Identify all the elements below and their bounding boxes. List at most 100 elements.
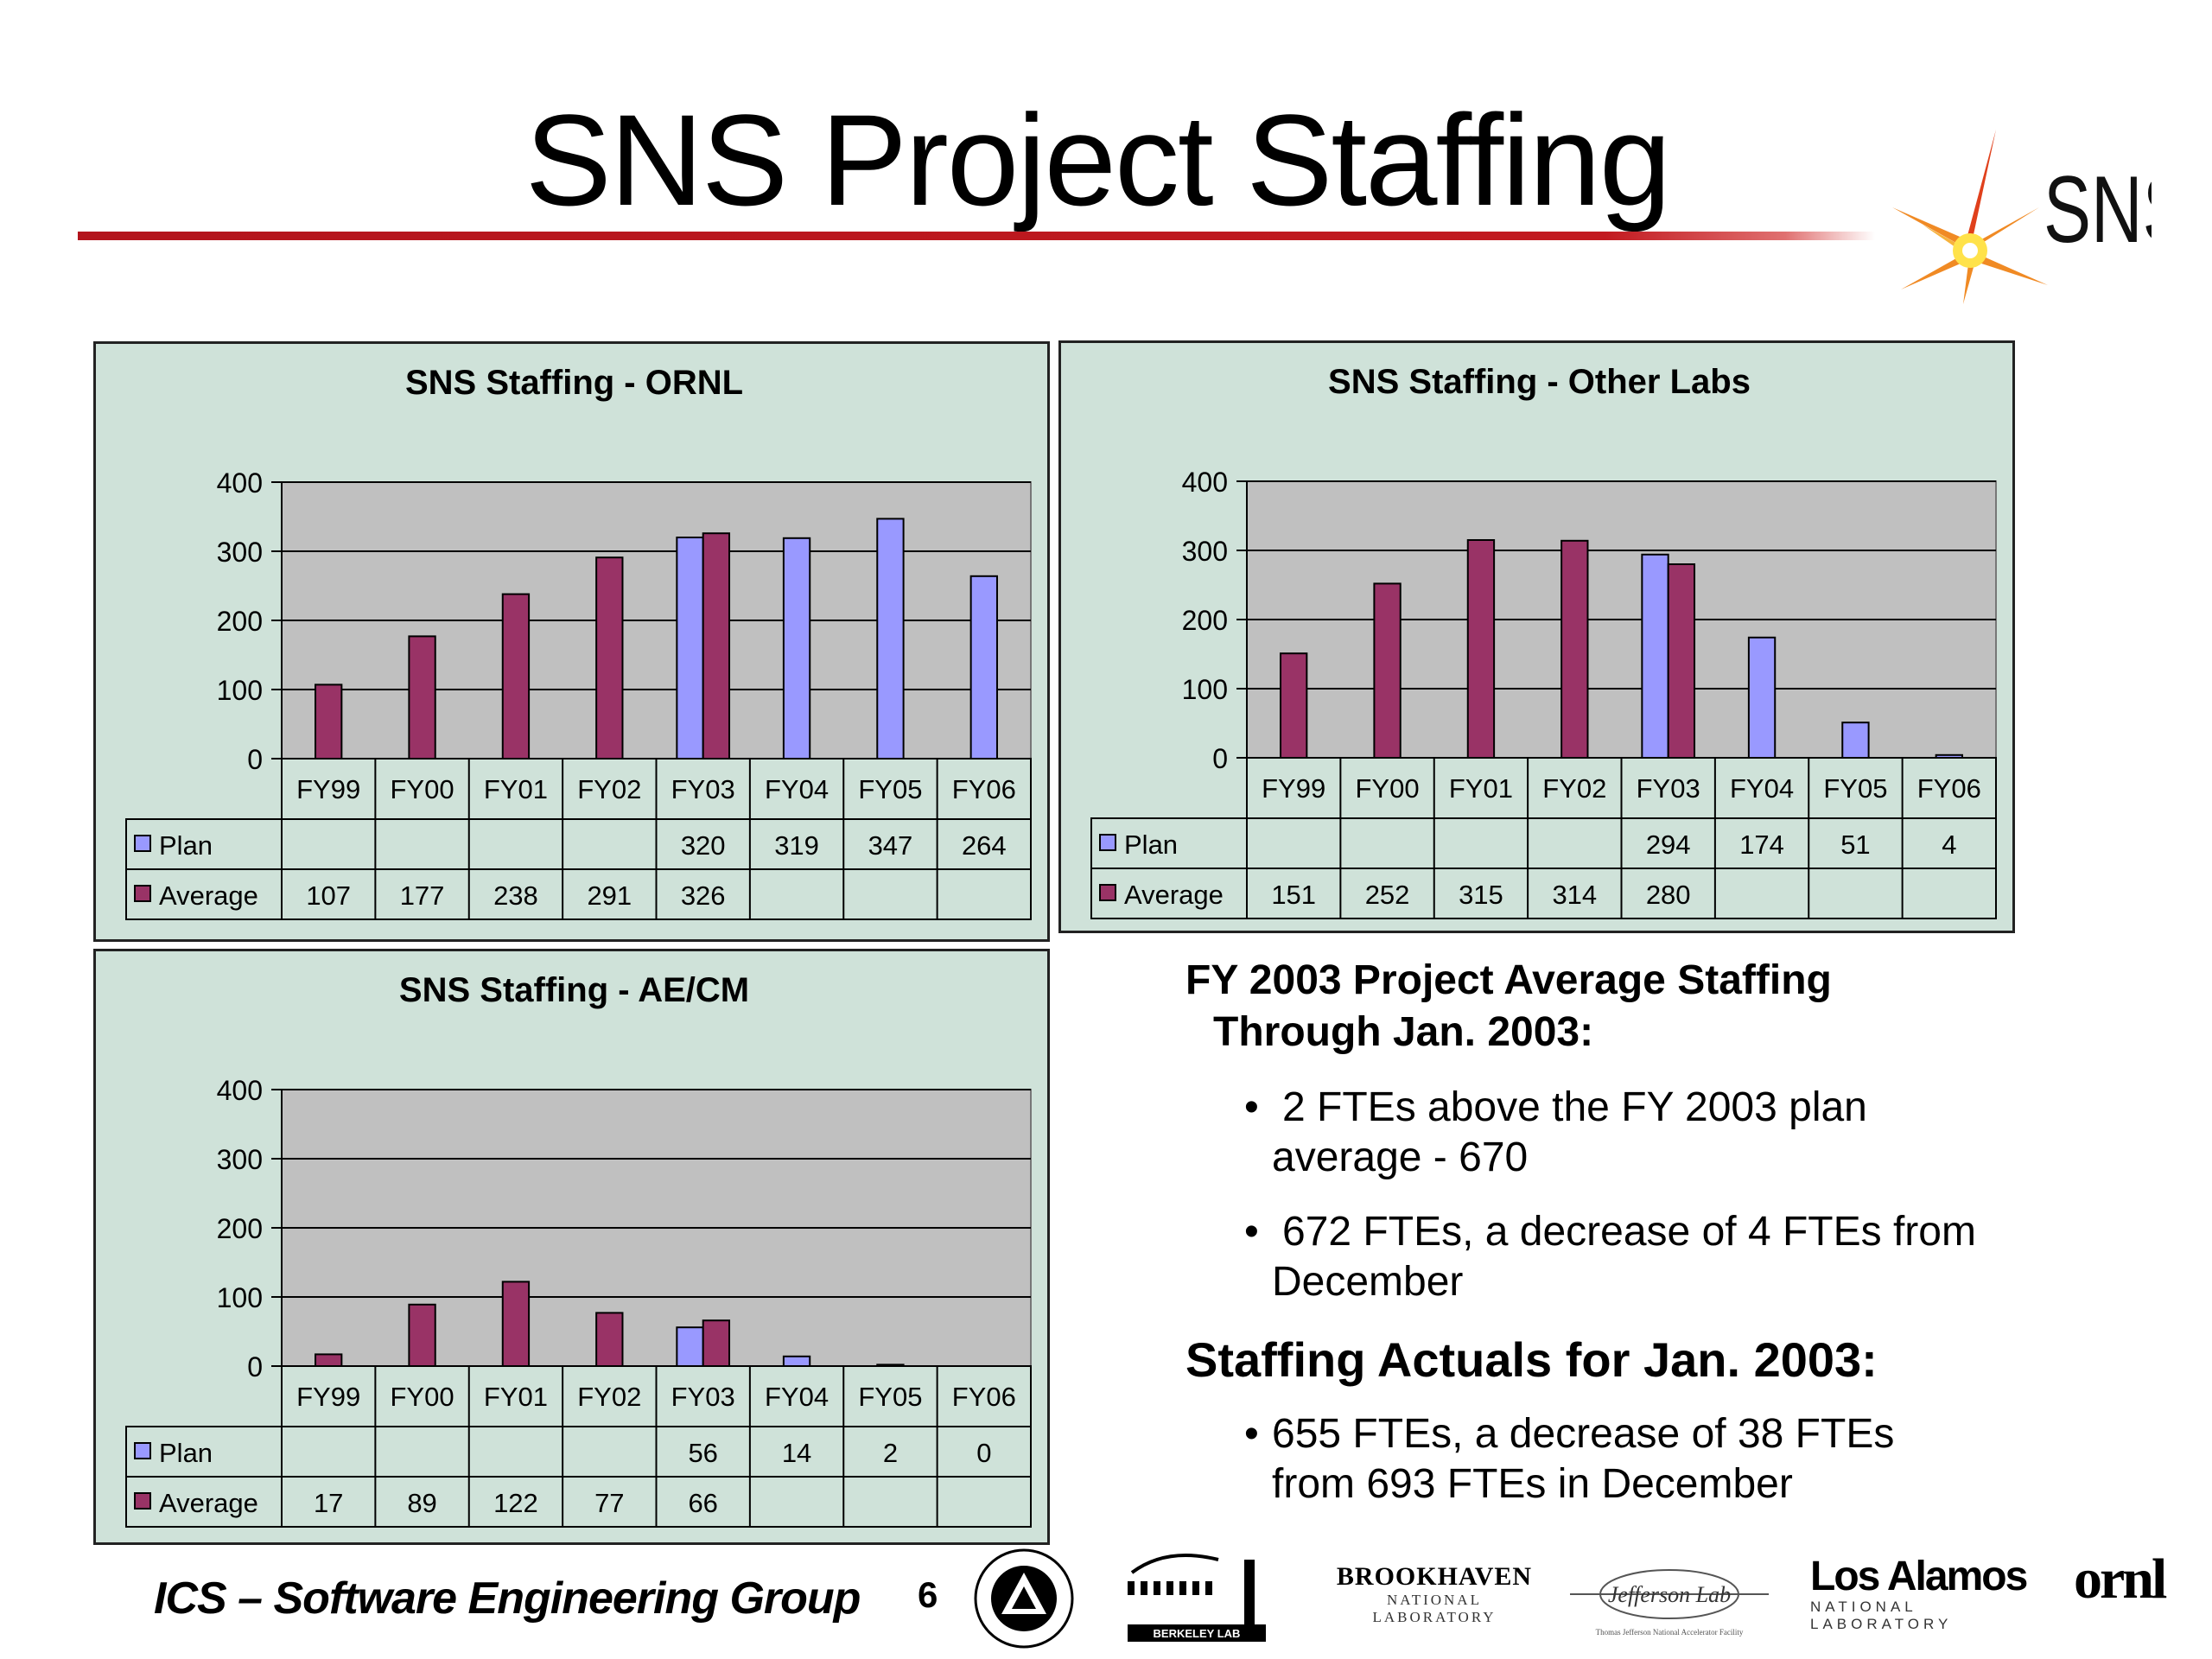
bar-plan xyxy=(1747,636,1777,759)
x-tick-label: FY03 xyxy=(671,774,735,804)
sns-starburst-logo: SNS xyxy=(1892,130,2152,304)
bullet-icon: • xyxy=(1244,1411,1259,1457)
data-label-plan: 264 xyxy=(962,830,1007,861)
x-tick-label: FY05 xyxy=(858,774,922,804)
x-tick-label: FY06 xyxy=(952,1382,1016,1412)
legend-swatch-average xyxy=(134,885,151,902)
brookhaven-logo-text: BROOKHAVEN xyxy=(1336,1562,1533,1591)
los-alamos-logo-subtext: NATIONAL LABORATORY xyxy=(1810,1599,1953,1632)
bar-plan xyxy=(782,537,811,760)
data-label-plan: 320 xyxy=(681,830,726,861)
data-label-average: 314 xyxy=(1552,880,1597,910)
notes-bullets-2: • 655 FTEs, a decrease of 38 FTEs from 6… xyxy=(1185,1409,2050,1510)
y-tick-label: 100 xyxy=(217,675,263,706)
bullet-text: from 693 FTEs in December xyxy=(1272,1461,1793,1507)
data-label-average: 326 xyxy=(681,880,726,911)
data-label-plan: 174 xyxy=(1739,830,1784,860)
chart-title: SNS Staffing - ORNL xyxy=(405,364,743,402)
x-tick-label: FY05 xyxy=(858,1382,922,1412)
data-label-plan: 319 xyxy=(774,830,819,861)
legend-label-average: Average xyxy=(1124,880,1224,910)
legend-label-plan: Plan xyxy=(1124,830,1178,860)
chart-panel-other-labs: SNS Staffing - Other Labs 0 100 200 300 400 FY… xyxy=(1058,340,2015,933)
data-label-average: 252 xyxy=(1365,880,1410,910)
legend-label-average: Average xyxy=(159,880,258,911)
bar-average xyxy=(315,683,343,760)
x-tick-label: FY06 xyxy=(952,774,1016,804)
y-tick-label: 0 xyxy=(247,744,263,775)
y-tick-label: 0 xyxy=(1212,743,1228,774)
data-label-plan: 56 xyxy=(688,1438,717,1468)
x-tick-label: FY99 xyxy=(296,1382,360,1412)
bullet-icon: • xyxy=(1244,1084,1259,1130)
data-label-average: 17 xyxy=(314,1488,343,1518)
y-tick-label: 400 xyxy=(217,467,263,499)
notes-heading-actuals: Staffing Actuals for Jan. 2003: xyxy=(1185,1332,1878,1387)
bullet-text: average - 670 xyxy=(1272,1135,1529,1180)
x-tick-label: FY04 xyxy=(765,1382,829,1412)
data-label-plan: 14 xyxy=(782,1438,811,1468)
y-tick-label: 400 xyxy=(217,1075,263,1106)
x-tick-label: FY03 xyxy=(671,1382,735,1412)
notes-bullets-1: • 2 FTEs above the FY 2003 plan average … xyxy=(1185,1083,2050,1307)
brookhaven-logo: BROOKHAVEN NATIONAL LABORATORY xyxy=(1326,1562,1542,1625)
y-tick-label: 200 xyxy=(1182,605,1228,636)
x-tick-label: FY99 xyxy=(296,774,360,804)
data-label-average: 177 xyxy=(400,880,445,911)
staffing-notes: FY 2003 Project Average Staffing Through… xyxy=(1185,955,2050,1534)
legend-label-average: Average xyxy=(159,1488,258,1518)
y-tick-label: 200 xyxy=(217,606,263,637)
los-alamos-logo-text: Los Alamos xyxy=(1810,1554,2028,1599)
data-label-average: 89 xyxy=(407,1488,436,1518)
bar-average xyxy=(1667,563,1696,759)
jefferson-lab-logo-text: Jefferson Lab xyxy=(1608,1582,1731,1607)
y-tick-label: 300 xyxy=(217,1144,263,1175)
legend-label-plan: Plan xyxy=(159,830,213,861)
bar-plan xyxy=(1841,721,1870,760)
data-label-average: 122 xyxy=(493,1488,538,1518)
bar-average xyxy=(702,532,731,760)
brookhaven-logo-subtext: NATIONAL LABORATORY xyxy=(1372,1592,1497,1625)
bar-average xyxy=(595,1312,624,1367)
bar-average xyxy=(1373,582,1402,759)
bar-plan xyxy=(1641,553,1669,759)
chart-ornl: SNS Staffing - ORNL 0 100 200 300 400 FY99 FY00… xyxy=(125,364,1032,920)
y-tick-label: 100 xyxy=(217,1282,263,1313)
jefferson-lab-logo: Jefferson Lab Thomas Jefferson National … xyxy=(1570,1569,1769,1637)
data-label-plan: 51 xyxy=(1840,830,1870,860)
bullet-text: 2 FTEs above the FY 2003 plan xyxy=(1282,1084,1867,1130)
chart-other-labs: SNS Staffing - Other Labs 0 100 200 300 400 FY… xyxy=(1090,363,1997,919)
data-label-plan: 347 xyxy=(868,830,913,861)
bar-average xyxy=(702,1319,731,1368)
legend-swatch-plan xyxy=(134,835,151,852)
legend-swatch-plan xyxy=(1099,834,1116,851)
data-label-average: 315 xyxy=(1459,880,1503,910)
y-tick-label: 300 xyxy=(217,537,263,568)
starburst-icon xyxy=(1892,130,2048,304)
jefferson-lab-logo-subtext: Thomas Jefferson National Accelerator Fa… xyxy=(1596,1628,1744,1637)
bar-average xyxy=(501,593,531,760)
bar-average xyxy=(1466,539,1496,759)
berkeley-lab-logo-text: BERKELEY LAB xyxy=(1154,1627,1241,1640)
data-label-average: 238 xyxy=(493,880,538,911)
data-label-average: 66 xyxy=(688,1488,717,1518)
x-tick-label: FY04 xyxy=(765,774,829,804)
legend-swatch-average xyxy=(134,1492,151,1510)
slide-title: SNS Project Staffing xyxy=(524,87,1672,232)
data-label-average: 77 xyxy=(594,1488,624,1518)
x-tick-label: FY03 xyxy=(1637,773,1700,804)
x-tick-label: FY02 xyxy=(1542,773,1606,804)
notes-heading-line1: FY 2003 Project Average Staffing xyxy=(1185,957,1832,1003)
y-tick-label: 200 xyxy=(217,1213,263,1244)
chart-panel-ornl: SNS Staffing - ORNL 0 100 200 300 400 FY99 FY00… xyxy=(93,341,1050,942)
berkeley-lab-logo: BERKELEY LAB xyxy=(1128,1554,1266,1642)
x-tick-label: FY00 xyxy=(391,774,454,804)
title-underline xyxy=(78,232,1875,240)
x-tick-label: FY01 xyxy=(1449,773,1513,804)
x-tick-label: FY00 xyxy=(1356,773,1420,804)
x-tick-label: FY02 xyxy=(577,774,641,804)
bar-average xyxy=(1280,652,1308,760)
legend-label-plan: Plan xyxy=(159,1438,213,1468)
bullet-text: 655 FTEs, a decrease of 38 FTEs xyxy=(1272,1411,1895,1457)
bar-plan xyxy=(676,1326,704,1368)
